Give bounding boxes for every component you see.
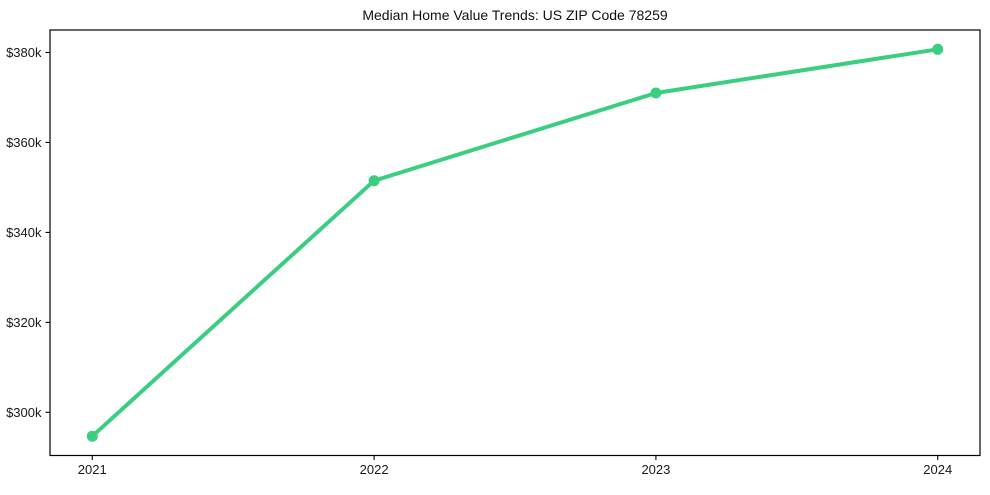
chart-title: Median Home Value Trends: US ZIP Code 78… [362, 7, 668, 23]
y-tick-label: $360k [6, 135, 42, 150]
y-tick-label: $320k [6, 315, 42, 330]
y-tick-label: $340k [6, 225, 42, 240]
trend-line-median-home-value [90, 47, 940, 439]
y-axis-ticks: $300k $320k $340k $360k $380k [6, 45, 50, 420]
y-tick-label: $300k [6, 405, 42, 420]
data-point-2021 [86, 430, 98, 442]
x-tick-label: 2022 [360, 462, 389, 477]
y-tick-label: $380k [6, 45, 42, 60]
x-axis-ticks: 2021 2022 2023 2024 [78, 455, 952, 477]
series-layer [86, 43, 944, 442]
plot-border [49, 29, 981, 457]
x-tick-label: 2023 [641, 462, 670, 477]
data-point-2022 [368, 175, 380, 187]
data-point-2024 [932, 43, 944, 55]
data-point-2023 [650, 87, 662, 99]
x-tick-label: 2021 [78, 462, 107, 477]
x-tick-label: 2024 [923, 462, 952, 477]
